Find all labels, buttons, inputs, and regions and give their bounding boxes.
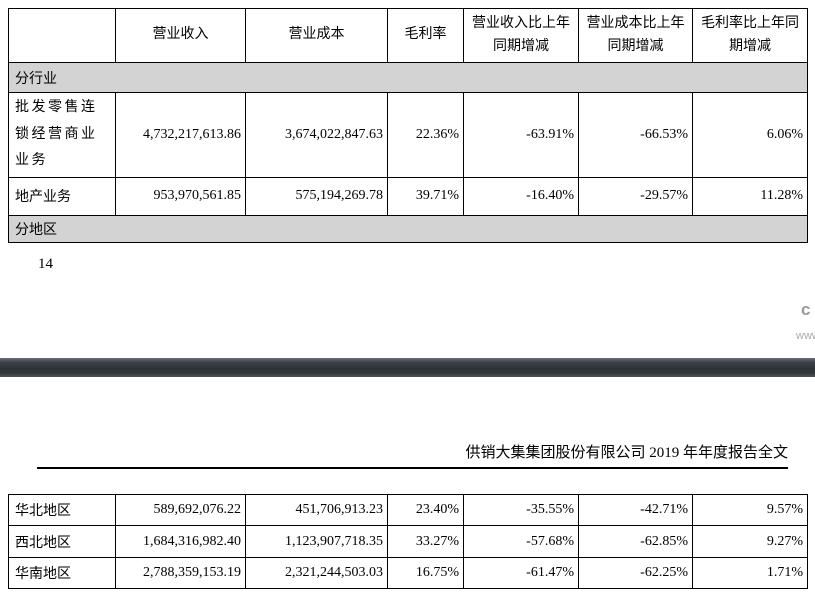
cell-row-label: 批发零售连锁经营商业业务 (8, 92, 116, 178)
cell-cost-yoy: -29.57% (578, 176, 693, 216)
cell-revenue-yoy: -35.55% (463, 494, 579, 526)
cell-cost: 3,674,022,847.63 (245, 92, 388, 178)
header-margin-yoy: 毛利率比上年同期增减 (692, 8, 808, 63)
cell-revenue: 4,732,217,613.86 (115, 92, 246, 178)
page-break-divider (0, 358, 815, 377)
section-row-by-industry: 分行业 (8, 62, 808, 93)
table-header-row: 营业收入 营业成本 毛利率 营业收入比上年同期增减 营业成本比上年同期增减 毛利… (8, 8, 808, 63)
cell-revenue: 953,970,561.85 (115, 176, 246, 216)
cell-cost: 2,321,244,503.03 (245, 557, 388, 589)
segment-table-top: 营业收入 营业成本 毛利率 营业收入比上年同期增减 营业成本比上年同期增减 毛利… (8, 8, 808, 243)
cell-margin: 23.40% (387, 494, 464, 526)
cell-cost-yoy: -66.53% (578, 92, 693, 178)
table-row: 地产业务 953,970,561.85 575,194,269.78 39.71… (8, 176, 808, 216)
segment-table-bottom: 华北地区 589,692,076.22 451,706,913.23 23.40… (8, 494, 808, 589)
cell-row-label: 华北地区 (8, 494, 116, 526)
cell-revenue: 589,692,076.22 (115, 494, 246, 526)
section-label: 分地区 (8, 214, 808, 243)
page-number: 14 (38, 256, 53, 272)
cell-revenue: 2,788,359,153.19 (115, 557, 246, 589)
cell-revenue-yoy: -61.47% (463, 557, 579, 589)
cell-cost-yoy: -62.25% (578, 557, 693, 589)
cell-revenue-yoy: -57.68% (463, 525, 579, 558)
section-label: 分行业 (8, 62, 808, 93)
header-revenue-yoy: 营业收入比上年同期增减 (463, 8, 579, 63)
cell-cost: 575,194,269.78 (245, 176, 388, 216)
cell-row-label: 地产业务 (8, 176, 116, 216)
table-row: 西北地区 1,684,316,982.40 1,123,907,718.35 3… (8, 525, 808, 558)
table-row: 华南地区 2,788,359,153.19 2,321,244,503.03 1… (8, 557, 808, 589)
cell-margin: 33.27% (387, 525, 464, 558)
cell-revenue-yoy: -63.91% (463, 92, 579, 178)
header-rule (37, 467, 788, 469)
cell-margin: 22.36% (387, 92, 464, 178)
cell-margin: 16.75% (387, 557, 464, 589)
report-header-title: 供销大集集团股份有限公司 2019 年年度报告全文 (465, 445, 788, 461)
cell-revenue-yoy: -16.40% (463, 176, 579, 216)
table-row: 批发零售连锁经营商业业务 4,732,217,613.86 3,674,022,… (8, 92, 808, 178)
section-row-by-region: 分地区 (8, 214, 808, 243)
cell-cost: 1,123,907,718.35 (245, 525, 388, 558)
watermark-url-fragment: www (796, 330, 815, 342)
cell-revenue: 1,684,316,982.40 (115, 525, 246, 558)
cell-margin-yoy: 11.28% (692, 176, 808, 216)
cell-cost-yoy: -62.85% (578, 525, 693, 558)
header-margin: 毛利率 (387, 8, 464, 63)
corner-header-cell (8, 8, 116, 63)
cell-row-label: 华南地区 (8, 557, 116, 589)
table-row: 华北地区 589,692,076.22 451,706,913.23 23.40… (8, 494, 808, 526)
header-cost: 营业成本 (245, 8, 388, 63)
cell-margin-yoy: 9.27% (692, 525, 808, 558)
cell-margin: 39.71% (387, 176, 464, 216)
cell-cost-yoy: -42.71% (578, 494, 693, 526)
cell-cost: 451,706,913.23 (245, 494, 388, 526)
header-revenue: 营业收入 (115, 8, 246, 63)
cell-margin-yoy: 1.71% (692, 557, 808, 589)
header-cost-yoy: 营业成本比上年同期增减 (578, 8, 693, 63)
cell-row-label: 西北地区 (8, 525, 116, 558)
watermark-logo-fragment: c (801, 300, 812, 319)
cell-margin-yoy: 9.57% (692, 494, 808, 526)
cell-margin-yoy: 6.06% (692, 92, 808, 178)
